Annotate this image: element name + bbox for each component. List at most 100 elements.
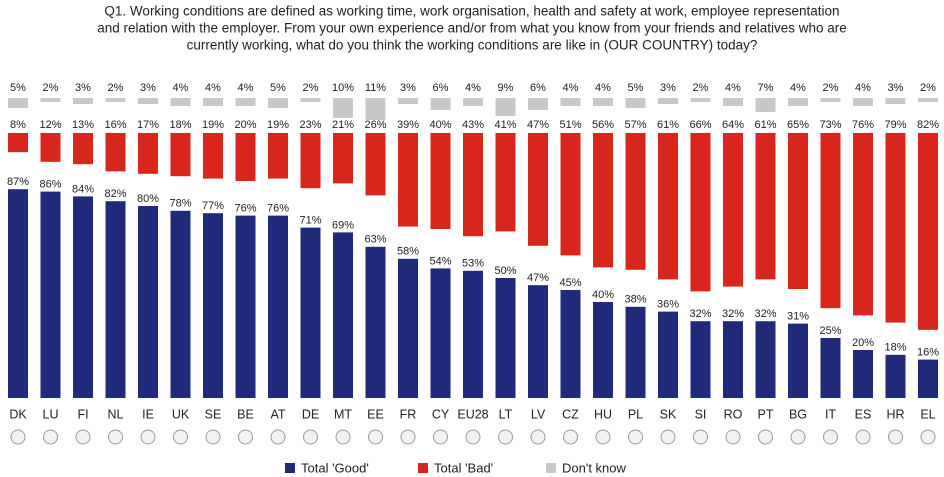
- bar: [203, 98, 223, 106]
- data-label: 23%: [299, 119, 321, 131]
- flag-icon: [238, 429, 253, 445]
- bar: [170, 98, 191, 106]
- bar: [463, 270, 483, 398]
- data-label: 61%: [754, 119, 776, 131]
- data-label: 21%: [332, 119, 354, 131]
- bar: [918, 98, 938, 102]
- data-label: 47%: [527, 119, 549, 131]
- data-label: 5%: [10, 82, 26, 94]
- bar: [73, 98, 93, 104]
- legend-swatch: [285, 463, 295, 473]
- data-label: 54%: [429, 255, 451, 267]
- data-label: 2%: [43, 82, 59, 94]
- data-label: 53%: [462, 258, 484, 270]
- data-label: 4%: [725, 82, 741, 94]
- data-label: 79%: [884, 119, 906, 131]
- data-label: 73%: [819, 119, 841, 131]
- bar: [658, 98, 678, 104]
- legend-swatch: [546, 463, 556, 473]
- data-label: 82%: [104, 188, 126, 200]
- bar: [333, 98, 353, 118]
- data-label: 17%: [137, 119, 159, 131]
- x-tick-label: MT: [334, 407, 352, 421]
- flag-icon: [530, 429, 546, 445]
- bar: [885, 133, 906, 323]
- bar: [8, 133, 28, 153]
- data-label: 82%: [917, 119, 939, 131]
- x-tick-label: RO: [724, 407, 743, 421]
- flag-icon: [465, 429, 481, 445]
- data-label: 71%: [299, 215, 321, 227]
- data-label: 4%: [173, 82, 189, 94]
- x-tick-label: AT: [270, 407, 285, 421]
- x-tick-label: ES: [855, 407, 872, 421]
- bar: [625, 306, 646, 398]
- data-label: 61%: [657, 119, 679, 131]
- bar: [73, 133, 93, 165]
- flag-icon: [433, 429, 448, 445]
- bar: [40, 133, 61, 162]
- bar: [73, 196, 93, 398]
- bar: [820, 338, 841, 398]
- data-label: 3%: [888, 82, 904, 94]
- flag-icon: [335, 429, 351, 445]
- flag-icon: [303, 429, 318, 445]
- data-label: 56%: [592, 119, 614, 131]
- bar: [723, 98, 743, 106]
- bar: [658, 133, 678, 280]
- data-label: 2%: [108, 82, 124, 94]
- bar: [203, 133, 223, 179]
- bar: [8, 189, 28, 398]
- bar: [8, 98, 28, 108]
- legend-label: Total 'Bad': [434, 460, 493, 475]
- data-label: 9%: [498, 82, 514, 94]
- bar: [788, 98, 808, 106]
- flag-icon: [43, 429, 58, 445]
- flag-icon: [205, 429, 221, 445]
- x-tick-label: HR: [886, 407, 904, 421]
- data-label: 20%: [234, 119, 256, 131]
- x-tick-label: LV: [531, 407, 546, 421]
- data-label: 5%: [270, 82, 286, 94]
- bar: [333, 232, 353, 398]
- data-label: 19%: [267, 119, 289, 131]
- data-label: 19%: [202, 119, 224, 131]
- bar: [235, 133, 256, 181]
- x-tick-label: FI: [77, 407, 88, 421]
- data-label: 4%: [855, 82, 871, 94]
- flag-icon: [498, 429, 513, 445]
- legend-label: Don't know: [562, 460, 627, 475]
- x-tick-label: SK: [660, 407, 677, 421]
- data-label: 41%: [494, 119, 516, 131]
- bar: [300, 227, 321, 398]
- data-label: 11%: [365, 82, 386, 94]
- data-label: 76%: [852, 119, 874, 131]
- x-tick-label: IT: [825, 407, 836, 421]
- data-label: 25%: [819, 325, 841, 337]
- bar: [853, 98, 873, 106]
- data-label: 57%: [624, 119, 646, 131]
- flag-icon: [140, 429, 156, 445]
- bar: [40, 191, 61, 398]
- bar: [918, 133, 938, 330]
- data-label: 6%: [530, 82, 546, 94]
- bar: [658, 311, 678, 398]
- bar: [723, 321, 743, 398]
- data-label: 63%: [364, 234, 386, 246]
- bar: [755, 98, 776, 112]
- data-label: 2%: [693, 82, 709, 94]
- bar: [105, 133, 126, 172]
- data-label: 50%: [494, 265, 516, 277]
- bar: [528, 133, 548, 246]
- bar: [755, 321, 776, 398]
- chart-title: and relation with the employer. From you…: [97, 21, 847, 36]
- flag-icon: [920, 429, 936, 445]
- flag-icon: [270, 429, 286, 445]
- data-label: 36%: [657, 299, 679, 311]
- bar: [495, 133, 516, 232]
- x-tick-label: IE: [142, 407, 154, 421]
- bar: [365, 133, 386, 196]
- data-label: 45%: [559, 277, 581, 289]
- bar: [690, 321, 711, 398]
